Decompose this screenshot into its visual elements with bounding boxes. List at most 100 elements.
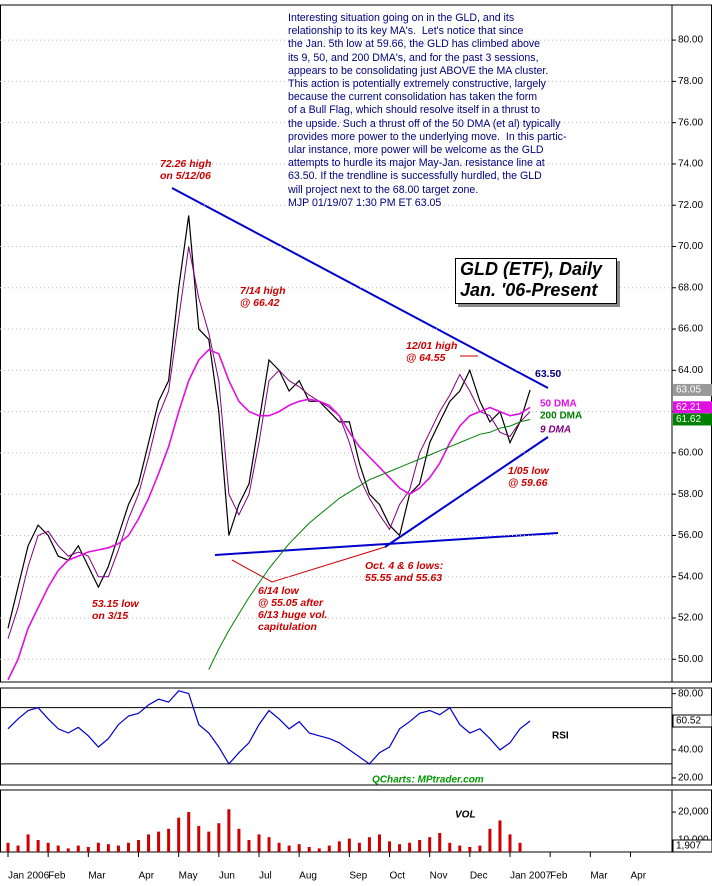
bar xyxy=(56,845,60,852)
bar xyxy=(116,845,120,852)
x-tick-label: Oct xyxy=(390,871,406,882)
bar xyxy=(167,828,171,852)
bar xyxy=(468,846,472,852)
bar xyxy=(337,841,341,852)
bar xyxy=(177,817,181,852)
bar xyxy=(377,834,381,852)
annotation: Oct. 4 & 6 lows: 55.55 and 55.63 xyxy=(365,560,444,584)
annotation: 7/14 high @ 66.42 xyxy=(240,285,286,309)
annotation: 72.26 high on 5/12/06 xyxy=(160,158,212,182)
bar xyxy=(498,820,502,852)
bar xyxy=(76,845,80,852)
x-tick-label: Sep xyxy=(349,871,367,882)
bar xyxy=(86,846,90,852)
x-tick-label: Feb xyxy=(48,871,66,882)
bar xyxy=(297,844,301,852)
source-label: QCharts: MPtrader.com xyxy=(372,775,484,786)
bar xyxy=(6,842,10,852)
annotation: 63.50 xyxy=(535,368,562,380)
support-line xyxy=(214,532,559,556)
x-tick-label: Jan 2007 xyxy=(510,871,552,882)
bar xyxy=(508,834,512,852)
x-tick-label: Mar xyxy=(88,871,106,882)
y-tick-label: 52.00 xyxy=(678,613,703,624)
last-value-label: 60.52 xyxy=(676,716,701,727)
legend-label: 9 DMA xyxy=(540,425,571,436)
last-value-box xyxy=(673,413,712,426)
bar xyxy=(367,837,371,852)
bar xyxy=(257,834,261,852)
trendlines xyxy=(171,187,559,583)
panel-label: RSI xyxy=(552,731,569,742)
y-tick-label: 70.00 xyxy=(678,241,703,252)
y-tick-label: 56.00 xyxy=(678,530,703,541)
x-tick-label: Jun xyxy=(219,871,235,882)
y-tick-label: 64.00 xyxy=(678,365,703,376)
y-tick-label: 66.00 xyxy=(678,324,703,335)
bar xyxy=(106,844,110,852)
last-value-box xyxy=(672,714,712,728)
y-tick-label: 40.00 xyxy=(678,744,703,755)
last-value-label: 61.62 xyxy=(676,414,701,425)
last-value-label: 63.05 xyxy=(676,385,701,396)
last-value-box xyxy=(672,839,712,853)
legend-label: 200 DMA xyxy=(540,411,582,422)
x-tick-label: Apr xyxy=(139,871,155,882)
chart-subtitle: Jan. '06-Present xyxy=(460,280,598,300)
annotation: 1/05 low @ 59.66 xyxy=(508,465,549,489)
bar xyxy=(398,844,402,852)
legend-label: 50 DMA xyxy=(540,399,577,410)
x-tick-label: Feb xyxy=(550,871,568,882)
bar xyxy=(408,842,412,852)
pointer-line xyxy=(231,546,386,583)
bar xyxy=(16,845,20,852)
bar xyxy=(187,812,191,852)
bar xyxy=(478,845,482,852)
bar xyxy=(388,841,392,852)
last-value-label: 62.21 xyxy=(676,402,701,413)
last-value-label: 1,907 xyxy=(676,841,701,852)
bar xyxy=(277,842,281,852)
series-line xyxy=(7,246,531,639)
bar xyxy=(137,839,141,852)
x-tick-label: Jul xyxy=(259,871,272,882)
x-tick-label: Dec xyxy=(470,871,488,882)
annotation: 6/14 low @ 55.05 after 6/13 huge vol. ca… xyxy=(258,585,328,633)
bar xyxy=(207,831,211,852)
bar xyxy=(26,834,30,852)
y-tick-label: 20,000 xyxy=(678,807,709,818)
last-value-box xyxy=(673,401,712,414)
x-tick-label: Aug xyxy=(299,871,317,882)
y-tick-label: 74.00 xyxy=(678,159,703,170)
last-value-box xyxy=(673,383,712,396)
title-box: GLD (ETF), Daily Jan. '06-Present xyxy=(455,258,617,304)
bar xyxy=(287,845,291,852)
y-tick-label: 58.00 xyxy=(678,489,703,500)
y-tick-label: 78.00 xyxy=(678,76,703,87)
bar xyxy=(66,848,70,852)
bar xyxy=(147,834,151,852)
rising-support-line xyxy=(384,436,549,548)
x-tick-label: Nov xyxy=(430,871,448,882)
bar xyxy=(327,845,331,852)
bar xyxy=(438,833,442,852)
bar xyxy=(227,809,231,852)
series-line xyxy=(7,215,531,629)
y-tick-label: 72.00 xyxy=(678,200,703,211)
bar xyxy=(96,842,100,852)
y-tick-label: 54.00 xyxy=(678,571,703,582)
annotation: 53.15 low on 3/15 xyxy=(92,598,139,622)
bar xyxy=(428,837,432,852)
bar xyxy=(418,839,422,852)
bar xyxy=(36,839,40,852)
panel-frame xyxy=(0,789,712,853)
bar xyxy=(357,842,361,852)
x-tick-label: Apr xyxy=(630,871,646,882)
bar xyxy=(46,842,50,852)
bar xyxy=(267,837,271,852)
bar xyxy=(126,842,130,852)
bar xyxy=(347,838,351,852)
x-tick-label: May xyxy=(179,871,198,882)
